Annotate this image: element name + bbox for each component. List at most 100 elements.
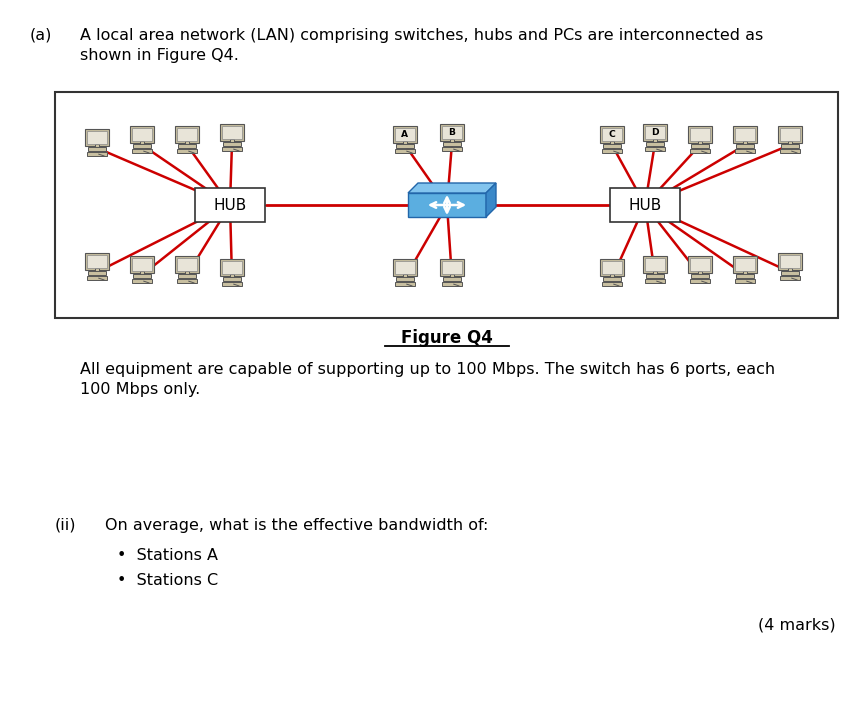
Bar	[132, 150, 152, 153]
FancyBboxPatch shape	[85, 129, 109, 146]
Bar	[780, 276, 799, 280]
Bar	[223, 283, 242, 286]
Text: HUB: HUB	[629, 197, 662, 212]
FancyBboxPatch shape	[87, 256, 107, 268]
Bar	[610, 273, 614, 279]
Text: C: C	[609, 130, 616, 139]
FancyBboxPatch shape	[132, 258, 152, 271]
FancyBboxPatch shape	[643, 124, 668, 141]
FancyBboxPatch shape	[645, 258, 665, 271]
FancyBboxPatch shape	[223, 261, 242, 273]
FancyBboxPatch shape	[87, 131, 107, 144]
Text: On average, what is the effective bandwidth of:: On average, what is the effective bandwi…	[105, 518, 488, 533]
FancyBboxPatch shape	[392, 258, 417, 276]
Bar	[690, 150, 709, 153]
Bar	[229, 139, 234, 144]
Bar	[397, 277, 414, 281]
Bar	[788, 140, 792, 146]
FancyBboxPatch shape	[643, 256, 668, 273]
Bar	[403, 140, 407, 146]
FancyBboxPatch shape	[440, 124, 464, 141]
Bar	[443, 147, 462, 151]
FancyBboxPatch shape	[220, 258, 244, 276]
FancyBboxPatch shape	[443, 126, 462, 139]
Bar	[229, 273, 234, 279]
FancyBboxPatch shape	[735, 128, 754, 140]
Bar	[395, 150, 415, 153]
Bar	[690, 279, 709, 283]
Text: 100 Mbps only.: 100 Mbps only.	[80, 382, 200, 397]
Bar	[178, 150, 197, 153]
Bar	[88, 147, 106, 151]
FancyBboxPatch shape	[85, 253, 109, 271]
FancyBboxPatch shape	[220, 124, 244, 141]
Bar	[87, 152, 107, 156]
FancyBboxPatch shape	[175, 125, 199, 143]
Bar	[395, 283, 415, 286]
Text: shown in Figure Q4.: shown in Figure Q4.	[80, 48, 239, 63]
Bar	[132, 279, 152, 283]
Text: Figure Q4: Figure Q4	[401, 329, 493, 347]
Bar	[698, 140, 702, 146]
FancyBboxPatch shape	[733, 125, 758, 143]
Bar	[610, 188, 680, 222]
Text: A local area network (LAN) comprising switches, hubs and PCs are interconnected : A local area network (LAN) comprising sw…	[80, 28, 763, 43]
Bar	[443, 283, 462, 286]
Bar	[645, 279, 665, 283]
Text: B: B	[449, 128, 456, 137]
Bar	[780, 150, 799, 153]
Bar	[603, 150, 622, 153]
FancyBboxPatch shape	[733, 256, 758, 273]
FancyBboxPatch shape	[778, 253, 802, 271]
FancyBboxPatch shape	[780, 256, 799, 268]
Bar	[449, 273, 454, 279]
Text: A: A	[402, 130, 409, 139]
FancyBboxPatch shape	[178, 128, 197, 140]
Bar	[139, 140, 145, 146]
FancyBboxPatch shape	[178, 258, 197, 271]
Bar	[94, 268, 100, 273]
Bar	[178, 274, 196, 278]
Bar	[646, 274, 664, 278]
Bar	[87, 276, 107, 280]
Bar	[223, 147, 242, 151]
FancyBboxPatch shape	[688, 256, 713, 273]
Bar	[735, 150, 754, 153]
FancyBboxPatch shape	[392, 125, 417, 143]
Bar	[88, 271, 106, 275]
Bar	[736, 274, 753, 278]
FancyBboxPatch shape	[130, 256, 154, 273]
FancyBboxPatch shape	[645, 126, 665, 139]
Bar	[184, 140, 189, 146]
Bar	[653, 271, 657, 276]
Bar	[735, 279, 754, 283]
Bar	[653, 139, 657, 144]
Bar	[691, 274, 708, 278]
Bar	[604, 277, 621, 281]
Bar	[610, 140, 614, 146]
Bar	[781, 271, 798, 275]
Bar	[139, 271, 145, 276]
Polygon shape	[486, 183, 496, 217]
FancyBboxPatch shape	[690, 128, 709, 140]
Bar	[94, 144, 100, 149]
FancyBboxPatch shape	[223, 126, 242, 139]
Bar	[781, 144, 798, 147]
FancyBboxPatch shape	[443, 261, 462, 273]
FancyBboxPatch shape	[603, 128, 622, 140]
Text: •  Stations C: • Stations C	[117, 573, 218, 588]
Bar	[195, 188, 265, 222]
FancyBboxPatch shape	[690, 258, 709, 271]
Bar	[223, 277, 241, 281]
FancyBboxPatch shape	[599, 258, 624, 276]
Bar	[743, 140, 747, 146]
FancyBboxPatch shape	[735, 258, 754, 271]
Bar	[55, 92, 838, 318]
FancyBboxPatch shape	[603, 261, 622, 273]
Bar	[736, 144, 753, 147]
Bar	[604, 144, 621, 147]
Bar	[223, 142, 241, 146]
FancyBboxPatch shape	[780, 128, 799, 140]
Bar	[133, 144, 151, 147]
Text: HUB: HUB	[213, 197, 247, 212]
